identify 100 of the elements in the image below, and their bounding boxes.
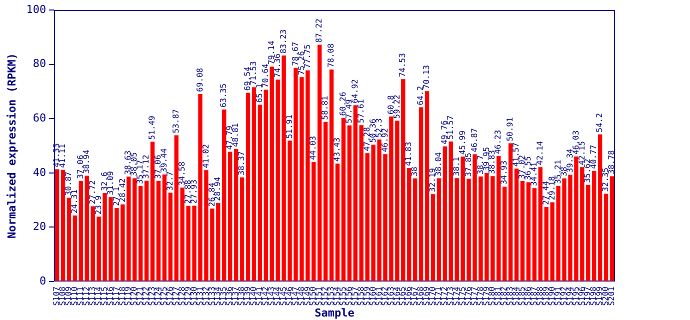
bar [508, 143, 513, 282]
data-label: 42.14 [535, 140, 544, 166]
bar [592, 170, 596, 282]
data-label: 37.12 [142, 154, 151, 179]
bar [138, 186, 143, 282]
data-label: 70.64 [260, 63, 270, 88]
bar [234, 149, 238, 282]
data-label: 38 [410, 166, 420, 176]
data-label: 48.81 [231, 122, 240, 147]
bar [520, 181, 525, 282]
data-label: 41.83 [404, 142, 414, 166]
bar [347, 125, 352, 282]
bar [323, 122, 328, 282]
y-tick-label: 100 [26, 2, 46, 16]
bar [72, 216, 78, 282]
data-label: 38.37 [237, 151, 246, 176]
bar [66, 198, 72, 282]
bar [264, 90, 268, 282]
bar [407, 168, 412, 282]
data-label: 38.1 [452, 156, 461, 176]
data-label: 41.02 [201, 144, 210, 168]
data-label: 74.53 [398, 52, 408, 78]
data-label: 28.94 [213, 176, 222, 201]
data-label: 24.31 [70, 189, 80, 214]
bar [359, 125, 364, 282]
bar [532, 188, 537, 282]
data-label: 28.42 [118, 178, 127, 202]
data-label: 51.49 [148, 115, 157, 140]
data-label: 43.43 [332, 137, 342, 162]
data-label: 53.87 [171, 108, 180, 134]
bar [329, 70, 334, 282]
data-label: 46.87 [470, 128, 479, 152]
bar [413, 178, 418, 282]
bar [502, 186, 507, 282]
bar [442, 146, 448, 282]
data-label: 40.77 [589, 144, 598, 169]
data-label: 41.11 [58, 144, 68, 168]
data-label: 46.23 [494, 130, 503, 154]
bar [150, 142, 155, 282]
data-label: 38.78 [607, 150, 616, 174]
data-label: 44.03 [308, 136, 318, 160]
x-axis-title: Sample [314, 306, 355, 320]
data-label: 69.08 [195, 68, 204, 92]
y-tick-label: 60 [32, 111, 46, 124]
bar [246, 92, 250, 282]
bar [430, 194, 436, 282]
bar [258, 104, 262, 282]
bar [436, 178, 442, 282]
bar [54, 169, 60, 282]
bar [270, 66, 274, 282]
data-label: 71.53 [249, 61, 258, 86]
y-tick-label: 80 [32, 57, 46, 70]
bar [514, 168, 519, 282]
data-label: 32.7 [166, 171, 175, 191]
x-tick-label: S201 [607, 286, 616, 306]
bar [228, 152, 232, 282]
bar [448, 142, 453, 282]
bar [132, 178, 137, 282]
y-tick-label: 40 [32, 166, 46, 179]
bar [341, 118, 346, 282]
data-label: 34.93 [500, 160, 509, 185]
data-label: 39.44 [160, 148, 169, 172]
data-label: 37.85 [464, 152, 473, 177]
data-label: 78.67 [290, 42, 300, 66]
data-label: 51.57 [446, 115, 455, 140]
data-label: 83.23 [278, 29, 288, 54]
data-label: 54.2 [595, 112, 604, 132]
data-label: 23.9 [94, 195, 103, 215]
data-label: 78.08 [326, 43, 336, 68]
bar [144, 180, 149, 282]
bar [598, 134, 602, 282]
bar [84, 176, 89, 282]
bar [538, 167, 542, 282]
data-label: 58.81 [320, 96, 330, 120]
y-tick-label: 0 [39, 274, 46, 288]
data-label: 38.04 [434, 152, 444, 176]
bar [156, 180, 161, 282]
bar [604, 194, 608, 282]
bar [526, 182, 531, 282]
data-label: 63.35 [219, 83, 228, 108]
data-label: 51.91 [284, 114, 294, 139]
data-label: 50.91 [506, 117, 515, 142]
bar [60, 170, 66, 282]
data-label: 87.22 [314, 18, 324, 43]
bar [424, 91, 430, 282]
bar [240, 177, 244, 282]
bar [162, 174, 167, 282]
y-tick-label: 20 [32, 220, 46, 234]
bar [78, 180, 84, 282]
bar [544, 207, 548, 282]
bar [318, 44, 322, 282]
bar [335, 164, 340, 282]
bar [610, 176, 614, 282]
bar [252, 87, 256, 282]
bar [168, 192, 173, 282]
y-axis-title: Normalized expression (RPKM) [5, 53, 18, 238]
data-label: 45.99 [458, 130, 467, 155]
data-label: 70.13 [422, 64, 432, 90]
bar [418, 107, 424, 282]
bar [353, 105, 358, 282]
